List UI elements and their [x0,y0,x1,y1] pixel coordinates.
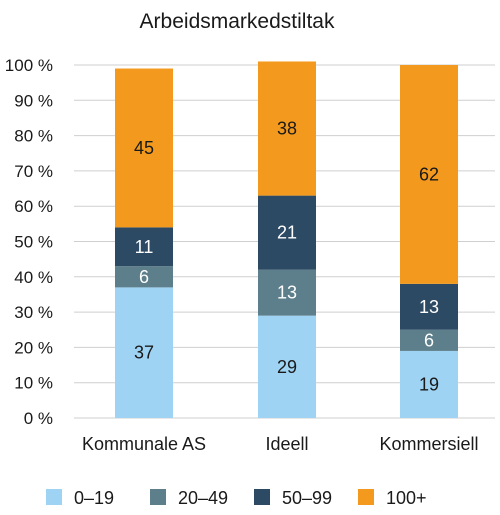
data-label: 13 [419,297,439,317]
bar-segment [115,227,173,267]
y-tick-label: 10 % [14,374,53,393]
legend-label: 100+ [386,488,427,508]
legend-swatch [150,489,166,505]
data-label: 11 [135,237,154,257]
data-label: 62 [419,164,439,184]
y-tick-label: 60 % [14,197,53,216]
x-tick-label: Ideell [265,434,308,454]
bar-segment [115,287,173,418]
legend: 0–19 20–49 50–99 100+ [46,488,427,508]
data-label: 19 [419,374,439,394]
bar-segment [400,65,458,284]
y-tick-label: 70 % [14,162,53,181]
category-labels: Kommunale AS Ideell Kommersiell [82,434,479,454]
y-tick-label: 0 % [24,409,53,428]
bar-segment [258,269,316,316]
bar-segment [258,195,316,270]
bar-segment [400,329,458,351]
bars: 37 6 11 45 29 13 21 38 19 6 13 62 [115,61,458,418]
chart-title: Arbeidsmarkedstiltak [140,10,335,33]
bar-segment [258,61,316,196]
legend-label: 20–49 [178,488,228,508]
y-axis-ticks: 0 % 10 % 20 % 30 % 40 % 50 % 60 % 70 % 80 % 90 % 1… [5,56,53,428]
bar-segment [258,315,316,418]
data-label: 29 [277,357,297,377]
legend-swatch [254,489,270,505]
legend-label: 0–19 [74,488,114,508]
data-label: 13 [277,283,297,303]
y-tick-label: 30 % [14,303,53,322]
data-label: 38 [277,119,297,139]
legend-swatch [46,489,62,505]
bar-segment [400,350,458,418]
y-tick-label: 50 % [14,233,53,252]
x-tick-label: Kommersiell [379,434,478,454]
legend-swatch [358,489,374,505]
data-label: 21 [277,223,297,243]
bar-segment [115,266,173,288]
data-label: 6 [424,330,434,350]
bar-segment [400,283,458,330]
legend-label: 50–99 [282,488,332,508]
data-label: 6 [139,267,149,287]
y-tick-label: 90 % [14,91,53,110]
y-tick-label: 80 % [14,127,53,146]
y-tick-label: 40 % [14,268,53,287]
y-tick-label: 100 % [5,56,53,75]
data-label: 37 [134,343,154,363]
y-tick-label: 20 % [14,338,53,357]
x-tick-label: Kommunale AS [82,434,206,454]
data-label: 45 [134,138,154,158]
bar-segment [115,68,173,228]
